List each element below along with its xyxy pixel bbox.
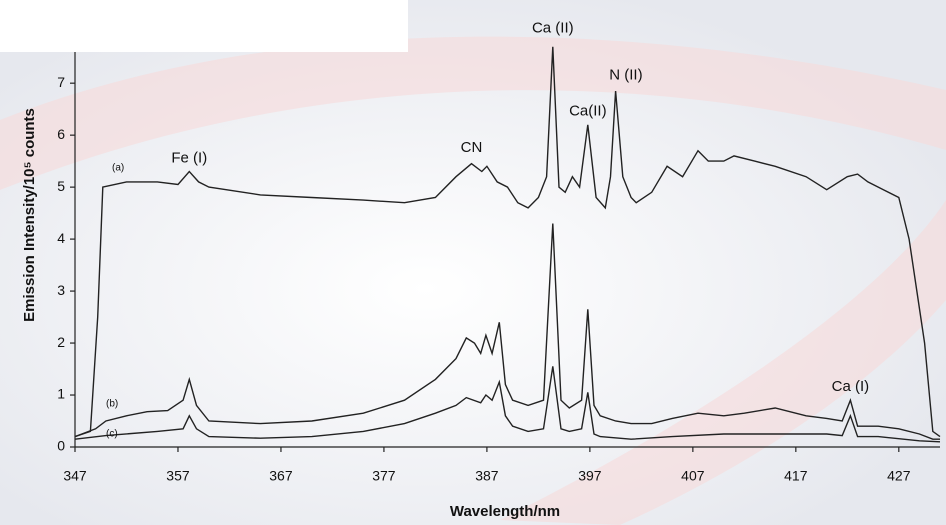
- series-label: (a): [112, 163, 124, 174]
- watermark: [0, 36, 946, 191]
- x-tick-label: 397: [578, 468, 602, 484]
- annotation: CN: [461, 139, 483, 156]
- annotation: Ca(II): [569, 103, 607, 120]
- x-tick-label: 347: [63, 468, 87, 484]
- x-tick-label: 417: [784, 468, 808, 484]
- x-tick-label: 427: [887, 468, 911, 484]
- series-line: [74, 46, 941, 438]
- watermark: [500, 200, 946, 525]
- x-tick-label: 387: [475, 468, 499, 484]
- y-tick-label: 4: [57, 230, 65, 246]
- x-tick-label: 357: [166, 468, 190, 484]
- annotation: Fe (I): [171, 150, 207, 167]
- y-tick-label: 0: [57, 438, 65, 454]
- y-tick-label: 2: [57, 334, 65, 350]
- x-tick-label: 367: [269, 468, 293, 484]
- x-tick-label: 377: [372, 468, 396, 484]
- header-blank: [0, 0, 408, 52]
- series-label: (b): [106, 399, 118, 410]
- annotation: N (II): [609, 66, 642, 83]
- series-line: [74, 223, 940, 440]
- y-tick-label: 5: [57, 178, 65, 194]
- x-tick-label: 407: [681, 468, 705, 484]
- y-tick-label: 6: [57, 126, 65, 142]
- series-label: (c): [106, 429, 118, 440]
- series-line: [74, 366, 941, 443]
- x-axis-label: Wavelength/nm: [450, 503, 560, 520]
- y-tick-label: 7: [57, 74, 65, 90]
- y-axis-label: Emission Intensity/10⁵ counts: [21, 108, 38, 322]
- annotation: Ca (II): [532, 20, 574, 37]
- y-tick-label: 3: [57, 282, 65, 298]
- annotation: Ca (I): [832, 378, 870, 395]
- y-tick-label: 1: [57, 386, 65, 402]
